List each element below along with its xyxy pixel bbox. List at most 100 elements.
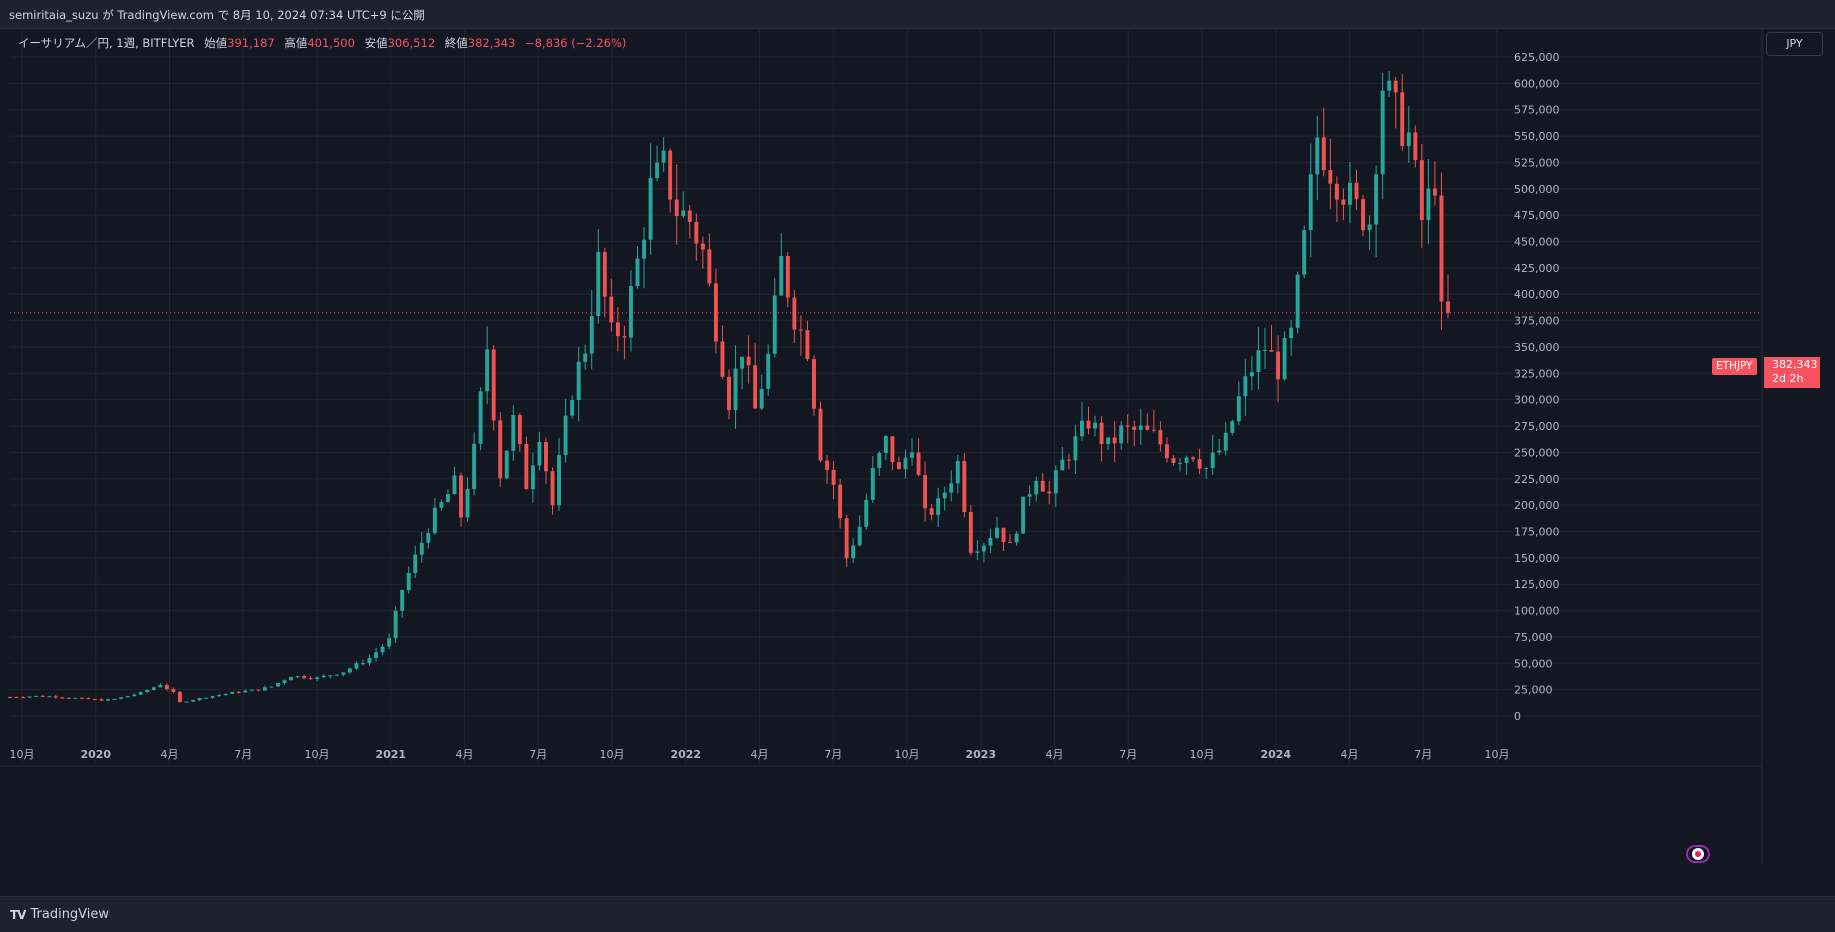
x-tick-label: 2022 [670, 748, 701, 761]
y-tick-label: 225,000 [1514, 473, 1560, 486]
candle-body [472, 443, 477, 489]
candle-body [1387, 80, 1392, 91]
candle-body [1269, 350, 1274, 352]
candle-body [478, 391, 483, 444]
candle-body [668, 150, 673, 200]
candle-body [256, 689, 261, 691]
candle-body [328, 675, 333, 677]
y-tick-label: 250,000 [1514, 446, 1560, 459]
x-tick-label: 4月 [1046, 748, 1064, 761]
event-marker-icon[interactable] [1686, 845, 1710, 863]
y-tick-label: 375,000 [1514, 315, 1560, 328]
x-tick-label: 10月 [1485, 748, 1510, 761]
candle-body [1302, 230, 1307, 275]
chart-area[interactable]: 625,000 600,000 575,000 550,000 525,000 500,0… [0, 28, 1835, 896]
y-tick-label: 625,000 [1514, 51, 1560, 64]
candle-body [230, 692, 235, 694]
candle-body [1034, 480, 1039, 495]
candle-body [1439, 195, 1444, 302]
candle-body [766, 353, 771, 389]
candle-body [1138, 425, 1143, 430]
candle-body [125, 696, 130, 698]
candle-body [1008, 542, 1013, 544]
candle-body [223, 693, 228, 695]
candle-body [93, 699, 97, 701]
candle-body [995, 527, 999, 538]
candle-body [622, 336, 627, 338]
y-tick-label: 550,000 [1514, 130, 1560, 143]
candle-body [158, 685, 163, 688]
candlestick-chart[interactable]: 625,000 600,000 575,000 550,000 525,000 500,0… [0, 28, 1835, 896]
candle-body [635, 258, 640, 287]
y-tick-label: 475,000 [1514, 209, 1560, 222]
candle-body [1243, 376, 1248, 397]
candle-body [1341, 199, 1346, 205]
candle-body [112, 698, 117, 700]
candle-body [295, 676, 300, 678]
candle-body [204, 697, 209, 699]
candle-body [132, 694, 137, 697]
candle-body [145, 690, 150, 692]
y-tick-label: 0 [1514, 710, 1521, 723]
candle-body [1119, 425, 1124, 444]
bar-countdown: 2d 2h [1772, 372, 1804, 385]
candle-body [452, 475, 457, 495]
last-price-value: 382,343 [1772, 358, 1818, 371]
candle-body [628, 286, 633, 338]
candle-body [1086, 420, 1091, 429]
candle-body [1315, 137, 1320, 175]
candle-body [1001, 527, 1006, 543]
candle-body [1328, 170, 1333, 184]
symbol-title[interactable]: イーサリアム／円, 1週, BITFLYER [18, 36, 195, 50]
currency-button[interactable]: JPY [1766, 32, 1823, 56]
candle-body [812, 359, 816, 409]
candle-body [334, 674, 339, 676]
candle-body [1432, 188, 1437, 196]
candle-body [1204, 468, 1209, 470]
candle-body [1413, 132, 1418, 161]
candle-body [746, 356, 751, 366]
candle-body [648, 178, 653, 240]
candle-body [413, 554, 418, 574]
candle-body [1164, 444, 1169, 459]
candle-body [1053, 470, 1058, 494]
candle-body [1112, 437, 1117, 444]
y-tick-label: 150,000 [1514, 552, 1560, 565]
y-tick-label: 100,000 [1514, 605, 1560, 618]
candle-body [367, 658, 372, 664]
x-tick-label: 4月 [1341, 748, 1359, 761]
candle-body [511, 415, 516, 451]
candle-body [138, 691, 143, 695]
candle-body [217, 694, 222, 697]
candle-body [583, 353, 588, 362]
tradingview-logo[interactable]: TV TradingView [10, 907, 109, 922]
candle-body [936, 498, 941, 515]
candle-body [1321, 137, 1326, 171]
candle-body [779, 256, 784, 296]
x-tick-label: 10月 [1190, 748, 1215, 761]
brand-name: TradingView [30, 907, 110, 922]
close-value: 382,343 [467, 36, 516, 50]
candle-body [570, 399, 575, 416]
candle-body [1334, 183, 1339, 200]
candle-body [910, 452, 914, 458]
change-value: −8,836 (−2.26%) [525, 36, 627, 50]
candle-body [713, 283, 718, 342]
candle-body [419, 542, 424, 555]
candle-body [753, 365, 758, 409]
candle-body [903, 457, 908, 470]
candle-body [1230, 421, 1235, 433]
candle-body [269, 686, 274, 688]
candle-body [79, 697, 84, 699]
candle-body [550, 471, 555, 506]
y-tick-label: 50,000 [1514, 657, 1553, 670]
candle-body [406, 573, 411, 591]
candle-body [929, 508, 934, 515]
candle-body [530, 465, 535, 490]
candle-body [210, 696, 215, 698]
candle-body [1217, 450, 1222, 453]
x-tick-label: 2020 [80, 748, 111, 761]
x-tick-label: 10月 [305, 748, 330, 761]
low-value: 306,512 [387, 36, 436, 50]
candle-body [491, 349, 496, 421]
